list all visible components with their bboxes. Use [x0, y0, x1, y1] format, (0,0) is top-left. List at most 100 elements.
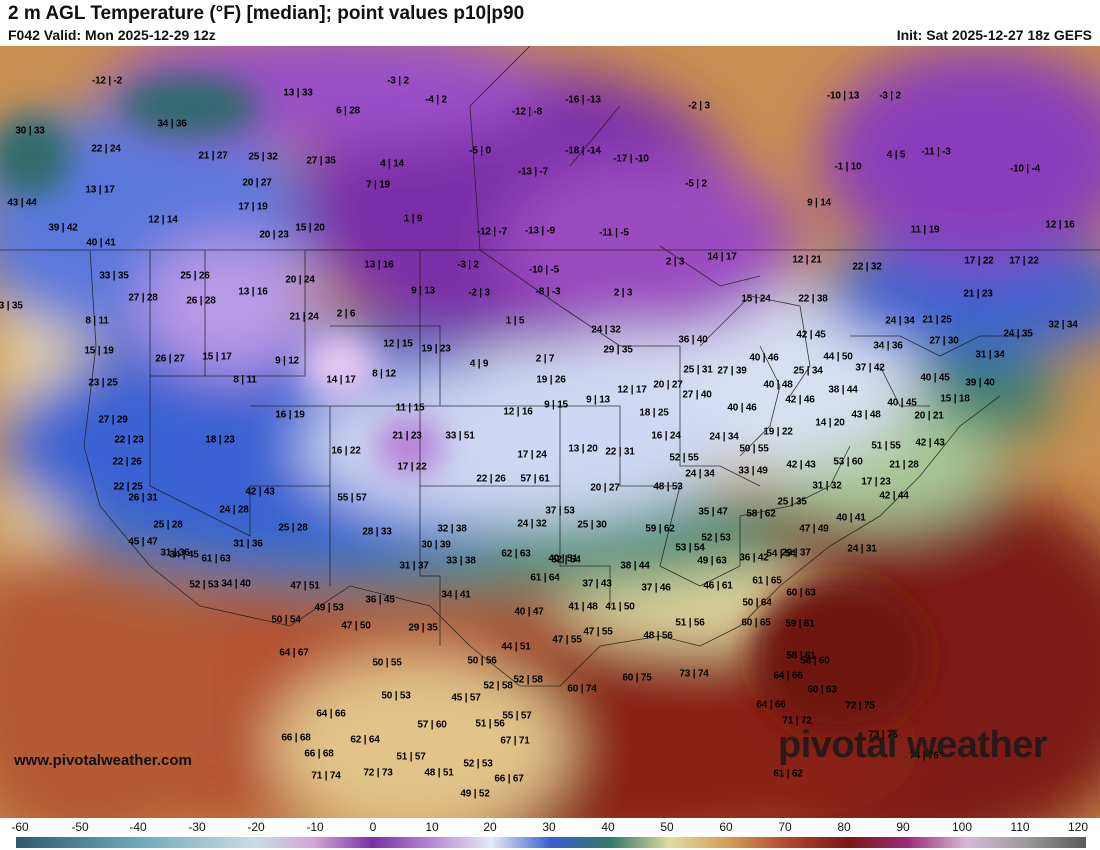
point-value-label: 40 | 41	[86, 237, 116, 249]
point-value-label: 31 | 36	[233, 538, 263, 550]
point-value-label: 37 | 42	[855, 362, 885, 374]
point-value-label: 42 | 44	[879, 490, 909, 502]
legend-tick-label: -60	[11, 820, 29, 834]
point-value-label: 8 | 11	[233, 374, 257, 386]
point-value-label: 27 | 39	[717, 365, 747, 377]
point-value-label: 42 | 45	[796, 329, 826, 341]
map-header: 2 m AGL Temperature (°F) [median]; point…	[0, 0, 1100, 46]
point-value-label: 59 | 61	[785, 618, 815, 630]
point-value-label: 50 | 56	[467, 655, 497, 667]
point-value-label: 51 | 55	[871, 440, 901, 452]
point-value-label: 50 | 64	[742, 597, 772, 609]
point-value-label: 12 | 21	[792, 254, 822, 266]
point-value-label: 42 | 43	[786, 459, 816, 471]
point-value-label: 24 | 34	[709, 431, 739, 443]
temperature-map[interactable]: -12 | -2 13 | 33 -3 | 2 -4 | 2 -16 | -13 -2 |…	[0, 46, 1100, 818]
map-title: 2 m AGL Temperature (°F) [median]; point…	[8, 3, 525, 24]
point-value-label: 66 | 67	[494, 773, 524, 785]
color-bar	[16, 837, 1086, 848]
point-value-label: 46 | 61	[703, 580, 733, 592]
point-value-label: 19 | 26	[536, 374, 566, 386]
legend-tick-label: 50	[660, 820, 674, 834]
point-value-label: 21 | 28	[889, 459, 919, 471]
point-value-label: 19 | 22	[763, 426, 793, 438]
point-value-label: 22 | 25	[113, 481, 143, 493]
point-value-label: 72 | 73	[363, 767, 393, 779]
point-value-label: 58 | 61	[786, 650, 816, 662]
point-value-label: 1 | 9	[403, 213, 423, 225]
legend-tick-label: 90	[896, 820, 910, 834]
point-value-label: 13 | 33	[283, 87, 313, 99]
point-value-label: 51 | 56	[475, 718, 505, 730]
point-value-label: 12 | 16	[503, 406, 533, 418]
point-value-label: 18 | 25	[639, 407, 669, 419]
point-value-label: 64 | 66	[773, 670, 803, 682]
point-value-label: 43 | 44	[7, 197, 37, 209]
legend-tick-label: 30	[542, 820, 556, 834]
point-value-label: 64 | 66	[316, 708, 346, 720]
point-value-label: 60 | 74	[567, 683, 597, 695]
legend-tick-label: -10	[306, 820, 324, 834]
point-value-label: 12 | 15	[383, 338, 413, 350]
point-value-label: 41 | 50	[605, 601, 635, 613]
point-value-label: 22 | 23	[114, 434, 144, 446]
point-value-label: 34 | 45	[169, 549, 199, 561]
point-value-label: 20 | 23	[259, 229, 289, 241]
point-value-label: 15 | 17	[202, 351, 232, 363]
point-value-label: 38 | 44	[620, 560, 650, 572]
point-value-label: 64 | 66	[756, 699, 786, 711]
point-value-label: 61 | 65	[752, 575, 782, 587]
point-value-label: 48 | 51	[424, 767, 454, 779]
temperature-field	[0, 46, 1100, 818]
point-value-label: 14 | 17	[326, 374, 356, 386]
point-value-label: 60 | 65	[741, 617, 771, 629]
point-value-label: 20 | 27	[242, 177, 272, 189]
point-value-label: 27 | 29	[98, 414, 128, 426]
point-value-label: 53 | 54	[675, 542, 705, 554]
legend-tick-label: 20	[483, 820, 497, 834]
point-value-label: 25 | 32	[248, 151, 278, 163]
point-value-label: 71 | 72	[782, 715, 812, 727]
point-value-label: 47 | 50	[341, 620, 371, 632]
legend-tick-label: -40	[129, 820, 147, 834]
point-value-label: 37 | 46	[641, 582, 671, 594]
init-time: Init: Sat 2025-12-27 18z GEFS	[896, 27, 1092, 43]
point-value-label: 29 | 35	[603, 344, 633, 356]
point-value-label: 59 | 62	[645, 523, 675, 535]
point-value-label: 21 | 23	[963, 288, 993, 300]
point-value-label: 2 | 3	[665, 256, 685, 268]
point-value-label: 25 | 31	[683, 364, 713, 376]
point-value-label: 9 | 12	[275, 355, 299, 367]
point-value-label: 21 | 25	[922, 314, 952, 326]
legend-tick-label: 110	[1010, 820, 1030, 834]
point-value-label: 25 | 34	[793, 365, 823, 377]
point-value-label: 31 | 32	[812, 480, 842, 492]
point-value-label: 22 | 26	[476, 473, 506, 485]
point-value-label: 49 | 53	[314, 602, 344, 614]
point-value-label: -4 | 2	[425, 94, 447, 106]
website-url[interactable]: www.pivotalweather.com	[14, 752, 192, 769]
point-value-label: 12 | 17	[617, 384, 647, 396]
point-value-label: 17 | 22	[1009, 255, 1039, 267]
point-value-label: 25 | 35	[777, 496, 807, 508]
point-value-label: 9 | 13	[411, 285, 435, 297]
point-value-label: 43 | 48	[851, 409, 881, 421]
point-value-label: -8 | -3	[535, 286, 561, 298]
point-value-label: 23 | 25	[88, 377, 118, 389]
point-value-label: -5 | 0	[469, 145, 491, 157]
point-value-label: -16 | -13	[565, 94, 601, 106]
point-value-label: 53 | 60	[833, 456, 863, 468]
point-value-label: 26 | 31	[128, 492, 158, 504]
point-value-label: 33 | 49	[738, 465, 768, 477]
legend-tick-label: -20	[247, 820, 265, 834]
point-value-label: -10 | 13	[826, 90, 860, 102]
point-value-label: 31 | 34	[975, 349, 1005, 361]
point-value-label: 22 | 26	[112, 456, 142, 468]
point-value-label: 58 | 60	[800, 655, 830, 667]
point-value-label: -12 | -7	[476, 226, 508, 238]
point-value-label: 25 | 26	[180, 270, 210, 282]
legend-tick-label: 120	[1067, 820, 1089, 834]
point-value-label: 61 | 63	[201, 553, 231, 565]
point-value-label: 49 | 63	[697, 555, 727, 567]
point-value-label: 51 | 57	[396, 751, 426, 763]
